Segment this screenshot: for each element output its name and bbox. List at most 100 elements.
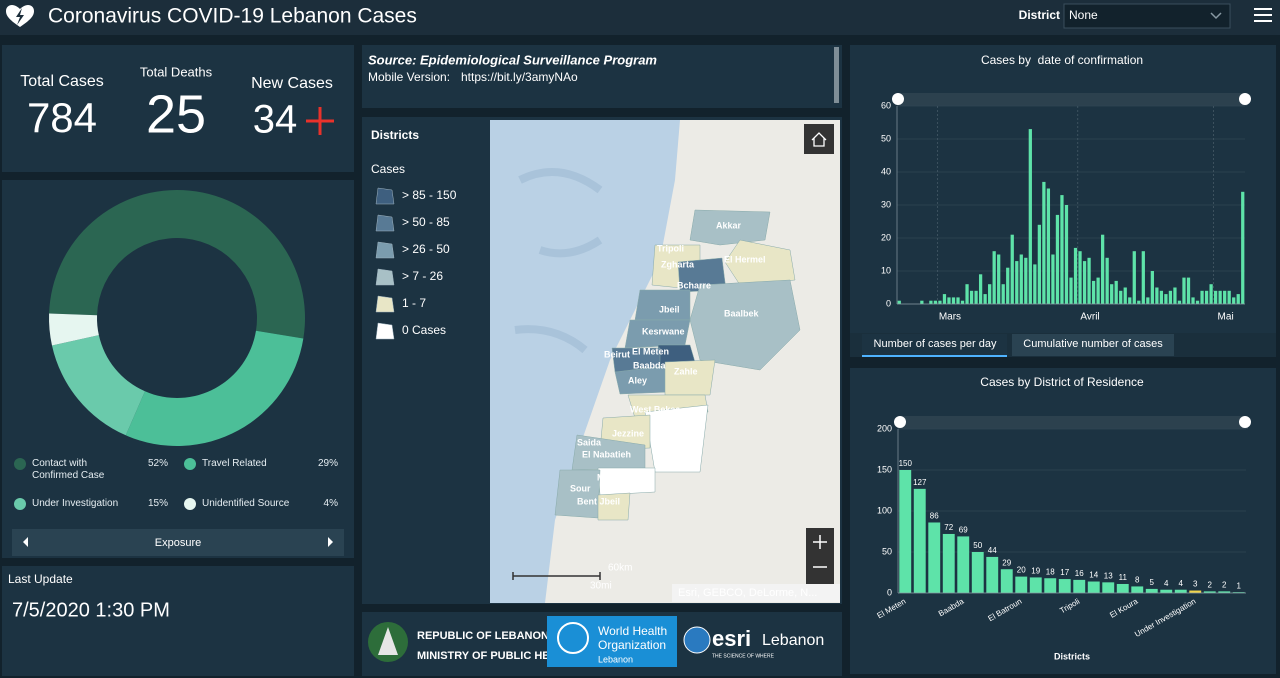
data-label: 69 — [959, 526, 968, 535]
esri-globe — [683, 626, 711, 654]
attribution-bg — [672, 584, 840, 602]
legend-swatch — [375, 295, 395, 313]
update-label: Last Update — [8, 572, 73, 586]
kpi-label: Total Cases — [20, 73, 104, 90]
bar — [1218, 591, 1231, 593]
esri-text: esri — [712, 626, 751, 651]
district-label: El Meten — [632, 346, 669, 356]
scale-bar — [512, 572, 601, 580]
y-tick-label: 100 — [877, 505, 892, 515]
bar — [933, 300, 938, 304]
tab[interactable] — [1012, 334, 1174, 356]
legend-swatch — [184, 458, 196, 470]
esri-text: Lebanon — [762, 632, 824, 649]
bar — [1082, 261, 1087, 304]
district-label: West Bekaa — [630, 404, 681, 414]
donut-footer-label: Exposure — [155, 537, 201, 549]
y-tick-label: 150 — [877, 464, 892, 474]
district-label: Zgharta — [661, 259, 695, 269]
mobile-link[interactable]: https://bit.ly/3amyNAo — [461, 70, 578, 84]
district-label: Jbeil — [659, 304, 680, 314]
bar — [1073, 247, 1078, 304]
bar — [1078, 251, 1082, 304]
legend-swatch — [375, 241, 395, 259]
legend-swatch — [375, 322, 395, 340]
data-label: 2 — [1208, 580, 1213, 589]
zoom-icons — [813, 535, 827, 568]
bar — [1060, 195, 1064, 304]
legend-label: 0 Cases — [402, 323, 446, 337]
range-slider[interactable] — [897, 93, 1247, 106]
bolt-icon — [16, 8, 24, 25]
legend-item: Contact with Confirmed Case 52% — [14, 458, 174, 482]
bar — [942, 533, 955, 593]
bar — [983, 294, 987, 304]
bar — [956, 297, 960, 304]
slider-handle[interactable] — [1239, 93, 1251, 105]
bar — [1141, 251, 1145, 304]
slider-handle[interactable] — [1239, 416, 1251, 428]
data-label: 44 — [988, 546, 997, 555]
y-tick-label: 30 — [881, 199, 891, 209]
moph-text: REPUBLIC OF LEBANON — [417, 630, 549, 642]
legend-label: > 85 - 150 — [402, 188, 457, 202]
bar — [1000, 569, 1013, 593]
donut-segment — [125, 330, 304, 446]
legend-value: 52% — [147, 458, 168, 469]
moph-text: MINISTRY OF PUBLIC HEALTH — [417, 650, 578, 662]
district-select[interactable] — [1063, 3, 1231, 29]
bar — [1203, 591, 1216, 593]
prev-arrow[interactable] — [23, 537, 28, 547]
district — [597, 492, 631, 521]
legend-label: Contact with Confirmed Case — [32, 458, 105, 481]
map-legend: > 85 - 150 > 50 - 85 > 26 - 50 > 7 - 26 1 - … — [375, 187, 457, 340]
tab-label[interactable]: Cumulative number of cases — [1023, 338, 1163, 350]
bar — [1209, 284, 1213, 304]
bar — [1164, 294, 1168, 304]
kpi-panel — [2, 45, 354, 172]
bar — [971, 552, 984, 593]
bar — [1033, 264, 1037, 304]
data-label: 2 — [1222, 580, 1227, 589]
tab-active[interactable] — [862, 334, 1007, 356]
legend-title: Districts — [371, 128, 419, 142]
district-label: Bent Jbeil — [577, 496, 620, 506]
bar — [1155, 287, 1159, 304]
bar — [1218, 290, 1222, 304]
district-label: Marjaayoun — [597, 472, 647, 482]
next-arrow[interactable] — [328, 537, 333, 547]
slider-handle[interactable] — [894, 416, 906, 428]
sea-relief — [514, 168, 603, 354]
range-slider[interactable] — [898, 416, 1248, 429]
bar — [1174, 589, 1187, 593]
menu-button[interactable] — [1254, 8, 1272, 22]
bar — [960, 300, 965, 304]
legend-label: Under Investigation — [32, 498, 119, 509]
slider-handle[interactable] — [892, 93, 904, 105]
bar — [928, 522, 941, 593]
chart-title: Cases by date of confirmation — [981, 53, 1143, 67]
cedar-icon — [378, 627, 398, 655]
x-tick-label: Mars — [939, 312, 961, 323]
bar — [1128, 297, 1132, 304]
bar — [1110, 284, 1114, 304]
bar — [1037, 224, 1041, 304]
filter-label: District — [1019, 8, 1060, 22]
bar — [1051, 254, 1055, 304]
home-icon — [811, 132, 827, 147]
legend-swatch — [184, 498, 196, 510]
data-label: 127 — [913, 478, 927, 487]
bar — [1010, 234, 1014, 304]
legend-swatch — [375, 268, 395, 286]
home-button[interactable] — [804, 124, 834, 154]
bar — [899, 470, 912, 593]
tab-label[interactable]: Number of cases per day — [874, 338, 997, 350]
data-label: 8 — [1135, 576, 1140, 585]
source-title: Source: Epidemiological Surveillance Pro… — [368, 52, 657, 67]
bar — [1102, 582, 1115, 593]
legend-item: Under Investigation 15% — [14, 498, 174, 510]
legend-swatch — [375, 187, 395, 205]
district-label: Saida — [577, 437, 602, 447]
mobile-label: Mobile Version: — [368, 70, 450, 84]
data-label: 4 — [1179, 579, 1184, 588]
